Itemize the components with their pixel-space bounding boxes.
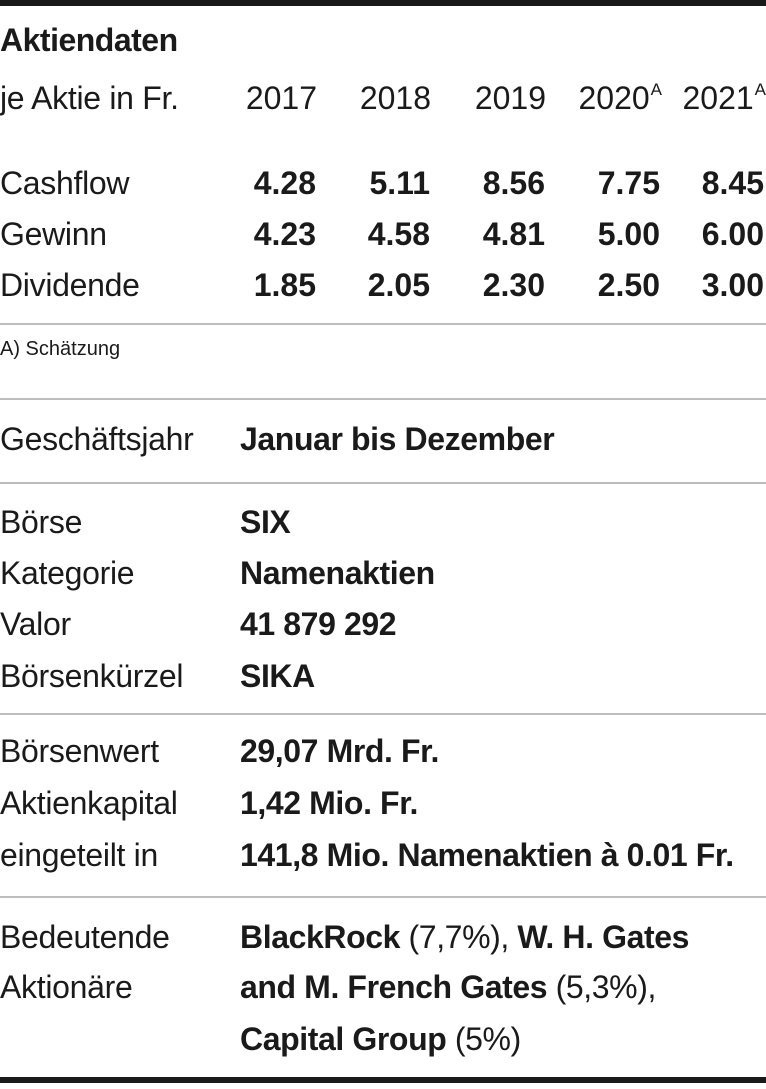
shareholder-name: W. H. Gates bbox=[517, 919, 690, 955]
shareholder-line: Capital Group (5%) bbox=[240, 1019, 521, 1059]
divided-into-label: eingeteilt in bbox=[0, 837, 158, 873]
table-cell: 4.81 bbox=[482, 216, 545, 252]
table-cell: 4.58 bbox=[367, 216, 430, 252]
valor-label: Valor bbox=[0, 606, 71, 642]
table-cell: 1.85 bbox=[253, 267, 316, 303]
bottom-rule bbox=[0, 1077, 766, 1083]
market-cap-value: 29,07 Mrd. Fr. bbox=[240, 733, 439, 769]
market-cap-label: Börsenwert bbox=[0, 733, 159, 769]
year-header: 2017 bbox=[245, 80, 317, 116]
table-cell: 2.30 bbox=[482, 267, 545, 303]
row-label-dividende: Dividende bbox=[0, 267, 140, 303]
divider bbox=[0, 896, 766, 898]
exchange-value: SIX bbox=[240, 504, 291, 540]
year-header: 2019 bbox=[474, 80, 546, 116]
fiscal-year-label: Geschäftsjahr bbox=[0, 421, 194, 457]
shareholder-line: BlackRock (7,7%), W. H. Gates bbox=[240, 917, 689, 957]
ticker-value: SIKA bbox=[240, 658, 315, 694]
table-cell: 4.28 bbox=[253, 165, 316, 201]
ticker-label: Börsenkürzel bbox=[0, 658, 184, 694]
category-label: Kategorie bbox=[0, 555, 135, 591]
divider bbox=[0, 482, 766, 484]
shareholders-label: Aktionäre bbox=[0, 969, 133, 1005]
row-label-cashflow: Cashflow bbox=[0, 165, 130, 201]
exchange-label: Börse bbox=[0, 504, 83, 540]
shareholder-name: BlackRock bbox=[240, 919, 401, 955]
fiscal-year-value: Januar bis Dezember bbox=[240, 421, 555, 457]
footnote: A) Schätzung bbox=[0, 338, 121, 360]
share-capital-label: Aktienkapital bbox=[0, 785, 178, 821]
divider bbox=[0, 398, 766, 400]
shareholders-label: Bedeutende bbox=[0, 919, 170, 955]
valor-value: 41 879 292 bbox=[240, 606, 397, 642]
divider bbox=[0, 323, 766, 325]
table-cell: 8.56 bbox=[482, 165, 545, 201]
table-cell: 8.45 bbox=[701, 165, 764, 201]
table-cell: 2.50 bbox=[597, 267, 660, 303]
section-title: Aktiendaten bbox=[0, 22, 178, 58]
shareholder-name: Capital Group bbox=[240, 1021, 447, 1057]
share-capital-value: 1,42 Mio. Fr. bbox=[240, 785, 418, 821]
year-header: 2020A bbox=[578, 80, 662, 116]
year-header: 2021A bbox=[682, 80, 766, 116]
shareholder-percent: (5,3%), bbox=[547, 969, 657, 1005]
table-cell: 5.11 bbox=[369, 165, 430, 201]
top-rule bbox=[0, 0, 766, 6]
row-label-gewinn: Gewinn bbox=[0, 216, 107, 252]
shareholder-percent: (7,7%), bbox=[400, 919, 510, 955]
table-cell: 3.00 bbox=[701, 267, 764, 303]
shareholder-name: and M. French Gates bbox=[240, 969, 548, 1005]
divided-into-value: 141,8 Mio. Namenaktien à 0.01 Fr. bbox=[240, 837, 734, 873]
category-value: Namenaktien bbox=[240, 555, 435, 591]
shareholder-line: and M. French Gates (5,3%), bbox=[240, 967, 656, 1007]
table-cell: 6.00 bbox=[701, 216, 764, 252]
table-cell: 2.05 bbox=[367, 267, 430, 303]
divider bbox=[0, 713, 766, 715]
shareholder-percent: (5%) bbox=[446, 1021, 521, 1057]
table-cell: 7.75 bbox=[597, 165, 660, 201]
per-share-label: je Aktie in Fr. bbox=[0, 80, 179, 116]
year-header: 2018 bbox=[359, 80, 431, 116]
table-cell: 5.00 bbox=[597, 216, 660, 252]
table-cell: 4.23 bbox=[253, 216, 316, 252]
